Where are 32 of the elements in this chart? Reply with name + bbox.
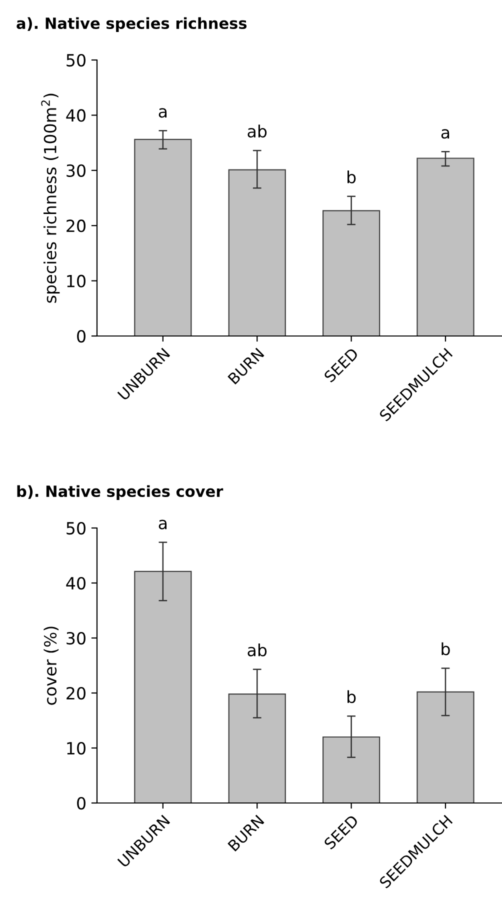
- annotation: b: [348, 170, 356, 184]
- y-tick-label: 50: [66, 54, 86, 67]
- y-tick-label: 20: [66, 220, 86, 232]
- annotation: a: [158, 108, 167, 118]
- bar: [228, 169, 286, 336]
- chart-title: a). Native species richness: [16, 17, 247, 32]
- bar: [416, 158, 474, 336]
- y-tick-label: 40: [66, 109, 86, 122]
- y-tick-label: 30: [66, 632, 86, 645]
- annotation: a: [158, 520, 167, 530]
- bar: [134, 570, 192, 803]
- bar: [322, 736, 380, 803]
- y-tick-label: 0: [77, 796, 86, 810]
- y-tick-label: 10: [67, 742, 86, 755]
- annotation: a: [441, 129, 450, 139]
- y-tick-label: 10: [67, 274, 86, 288]
- bar: [322, 210, 380, 336]
- annotation: b: [442, 642, 450, 656]
- bar: [416, 691, 474, 803]
- y-tick-label: 30: [66, 164, 86, 177]
- annotation: b: [348, 690, 356, 704]
- y-axis-title: cover (%): [44, 626, 59, 705]
- annotation: ab: [248, 644, 267, 656]
- annotation: ab: [248, 124, 267, 138]
- bar: [134, 138, 192, 336]
- y-tick-label: 40: [66, 576, 86, 590]
- y-axis-title: species richness (100m$^{2}$): [41, 94, 60, 303]
- y-tick-label: 50: [66, 522, 86, 535]
- y-tick-label: 20: [66, 686, 86, 700]
- bar: [228, 694, 286, 803]
- y-tick-label: 0: [77, 330, 86, 343]
- chart-title: b). Native species cover: [17, 485, 224, 500]
